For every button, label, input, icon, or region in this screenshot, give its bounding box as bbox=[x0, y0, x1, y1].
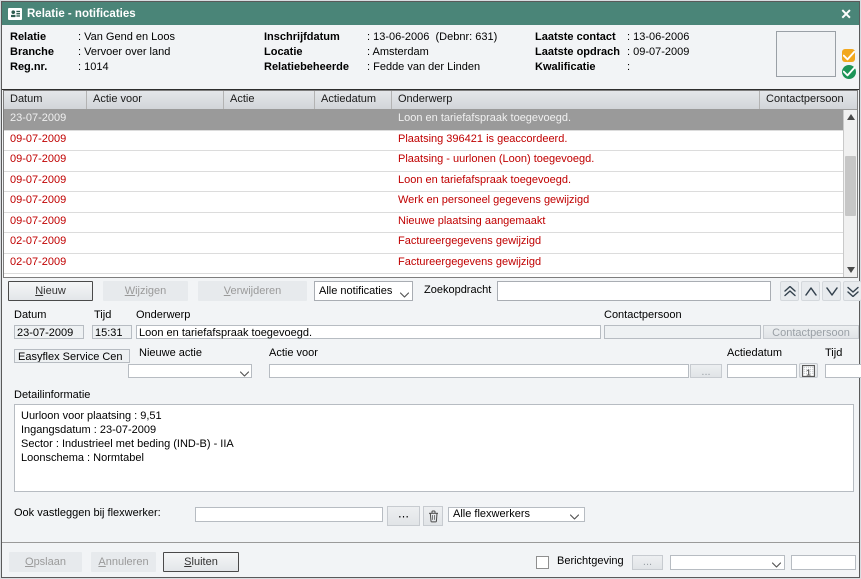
svg-text:1: 1 bbox=[806, 367, 811, 377]
